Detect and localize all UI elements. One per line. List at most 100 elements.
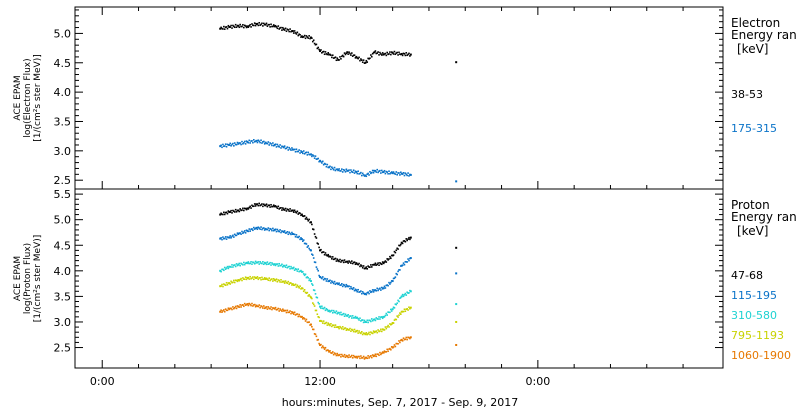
data-point <box>319 275 322 278</box>
data-point <box>373 318 376 321</box>
data-point <box>409 173 412 176</box>
data-point <box>346 355 349 358</box>
data-point <box>382 262 385 265</box>
data-point <box>364 292 367 295</box>
y-axis-label: ACE EPAMlog(Proton Flux)[1/(cm²s ster Me… <box>13 235 43 322</box>
data-point <box>264 23 267 26</box>
data-point <box>455 246 458 249</box>
data-point <box>337 169 340 172</box>
data-point <box>255 203 258 206</box>
data-point <box>455 180 458 183</box>
data-point <box>391 172 394 175</box>
data-point <box>391 51 394 54</box>
data-point <box>391 254 394 257</box>
data-point <box>391 321 394 324</box>
data-point <box>273 143 276 146</box>
data-point <box>409 53 412 56</box>
data-point <box>246 229 249 232</box>
data-point <box>273 307 276 310</box>
data-point <box>337 326 340 329</box>
data-point <box>282 28 285 31</box>
data-point <box>391 346 394 349</box>
data-point <box>319 319 322 322</box>
data-point <box>264 204 267 207</box>
legend-entry: 38-53 <box>731 88 763 101</box>
data-point <box>264 227 267 230</box>
data-point <box>400 310 403 313</box>
data-point <box>291 30 294 33</box>
data-point <box>237 305 240 308</box>
data-point <box>364 267 367 270</box>
legend-entry: 795-1193 <box>731 329 784 342</box>
data-point <box>282 264 285 267</box>
x-tick-label: 0:00 <box>526 375 551 388</box>
data-point <box>355 355 358 358</box>
data-point <box>309 280 312 283</box>
y-tick-label: 5.0 <box>54 27 72 40</box>
data-point <box>309 296 312 299</box>
x-tick-label: 0:00 <box>90 375 115 388</box>
series-38-53 <box>219 21 458 64</box>
data-point <box>409 336 412 339</box>
y-tick-label: 4.0 <box>54 265 72 278</box>
data-point <box>309 249 312 252</box>
legend-units: [keV] <box>737 42 768 56</box>
data-point <box>219 145 222 148</box>
data-point <box>246 141 249 144</box>
data-point <box>455 61 458 64</box>
data-point <box>309 323 312 326</box>
y-tick-label: 3.0 <box>54 316 72 329</box>
data-point <box>328 323 331 326</box>
data-point <box>373 263 376 266</box>
series-115-195 <box>219 226 458 296</box>
legend-entry: 115-195 <box>731 289 777 302</box>
data-point <box>400 172 403 175</box>
data-point <box>300 315 303 318</box>
y-axis-label: ACE EPAMlog(Electron Flux)[1/(cm²s ster … <box>13 54 43 141</box>
y-tick-label: 2.5 <box>54 174 72 187</box>
data-point <box>364 320 367 323</box>
legend-entry: 47-68 <box>731 269 763 282</box>
data-point <box>328 255 331 258</box>
legend-title: Proton <box>731 198 770 212</box>
data-point <box>282 146 285 149</box>
y-tick-label: 4.5 <box>54 239 72 252</box>
data-point <box>373 354 376 357</box>
data-point <box>355 316 358 319</box>
data-point <box>291 267 294 270</box>
data-point <box>246 303 249 306</box>
data-point <box>309 36 312 39</box>
data-point <box>382 287 385 290</box>
data-point <box>346 285 349 288</box>
data-point <box>255 139 258 142</box>
data-point <box>300 151 303 154</box>
data-point <box>382 328 385 331</box>
data-point <box>355 330 358 333</box>
data-point <box>328 309 331 312</box>
data-point <box>300 35 303 38</box>
data-point <box>309 153 312 156</box>
data-point <box>255 276 258 279</box>
y-tick-label: 5.0 <box>54 214 72 227</box>
data-point <box>337 354 340 357</box>
data-point <box>228 282 231 285</box>
data-point <box>373 289 376 292</box>
data-point <box>255 226 258 229</box>
series-175-315 <box>219 139 458 183</box>
data-point <box>455 320 458 323</box>
panel-proton: 2.5 3.0 3.5 4.0 4.5 5.0 5.5 ACE EPAMlog(Proton … <box>13 188 797 362</box>
data-point <box>391 280 394 283</box>
data-point <box>282 208 285 211</box>
data-point <box>300 238 303 241</box>
data-point <box>409 236 412 239</box>
data-point <box>319 50 322 53</box>
data-point <box>219 269 222 272</box>
y-tick-label: 3.5 <box>54 290 72 303</box>
data-point <box>373 331 376 334</box>
data-point <box>409 306 412 309</box>
data-point <box>255 304 258 307</box>
legend-entry: 1060-1900 <box>731 349 791 362</box>
data-point <box>346 169 349 172</box>
data-point <box>264 262 267 265</box>
